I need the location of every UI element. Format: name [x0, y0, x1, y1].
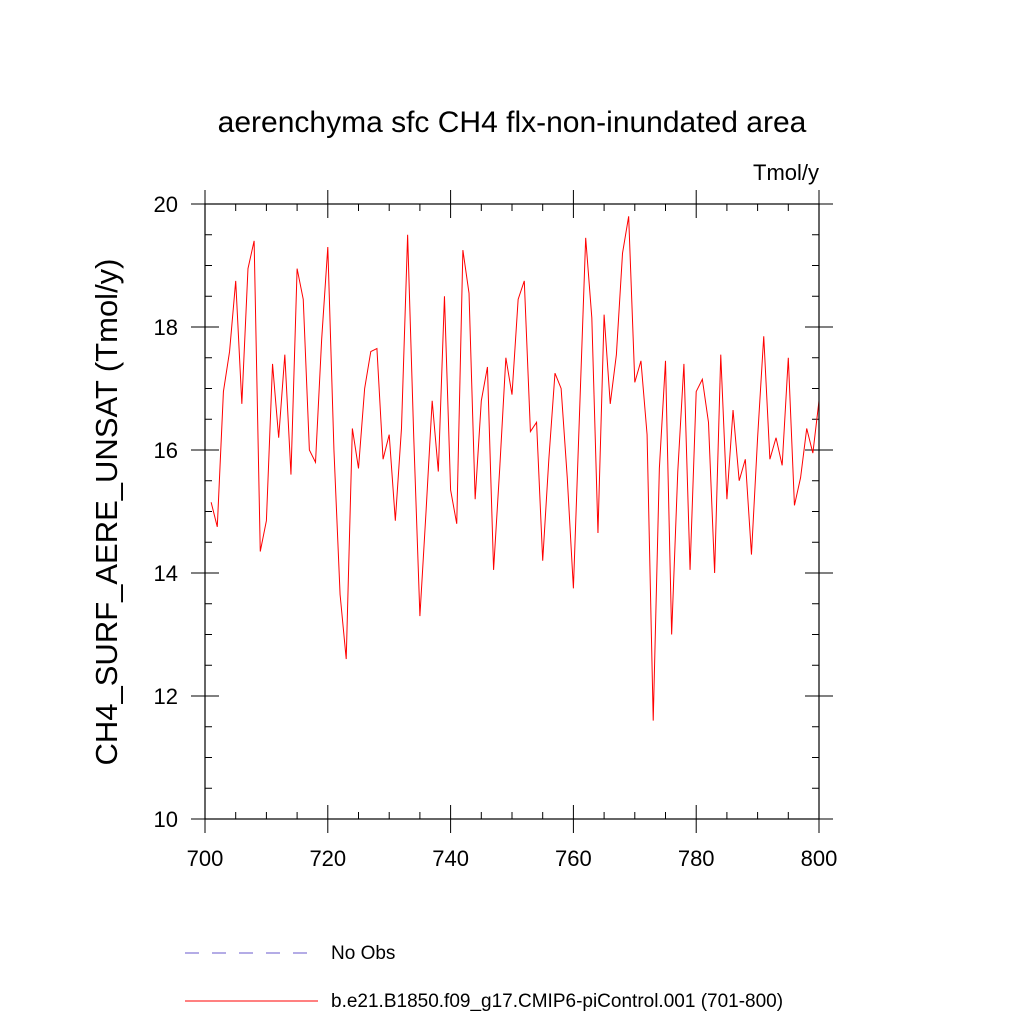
- x-tick-label: 800: [801, 846, 838, 871]
- plot-frame: [204, 203, 820, 820]
- x-tick-label: 720: [309, 846, 346, 871]
- x-tick-label: 700: [187, 846, 224, 871]
- y-tick-label: 20: [154, 192, 178, 217]
- legend-label-no-obs: No Obs: [331, 943, 395, 964]
- units-label: Tmol/y: [753, 160, 819, 185]
- axis-ticks: [191, 190, 833, 833]
- y-tick-label: 10: [154, 807, 178, 832]
- legend: No Obs b.e21.B1850.f09_g17.CMIP6-piContr…: [185, 943, 783, 1012]
- chart-title: aerenchyma sfc CH4 flx-non-inundated are…: [218, 106, 807, 139]
- x-tick-label: 740: [432, 846, 469, 871]
- legend-label-picontrol: b.e21.B1850.f09_g17.CMIP6-piControl.001 …: [331, 991, 783, 1012]
- y-tick-label: 12: [154, 684, 178, 709]
- x-tick-label: 780: [678, 846, 715, 871]
- y-tick-label: 16: [154, 438, 178, 463]
- y-tick-label: 14: [154, 561, 178, 586]
- series-layer: [210, 216, 820, 721]
- x-tick-label: 760: [555, 846, 592, 871]
- series-line-picontrol: [210, 216, 820, 721]
- y-tick-label: 18: [154, 315, 178, 340]
- axis-tick-labels: 700 720 740 760 780 800 10 12 14 16 18 20: [154, 192, 838, 871]
- y-axis-label: CH4_SURF_AERE_UNSAT (Tmol/y): [89, 258, 124, 765]
